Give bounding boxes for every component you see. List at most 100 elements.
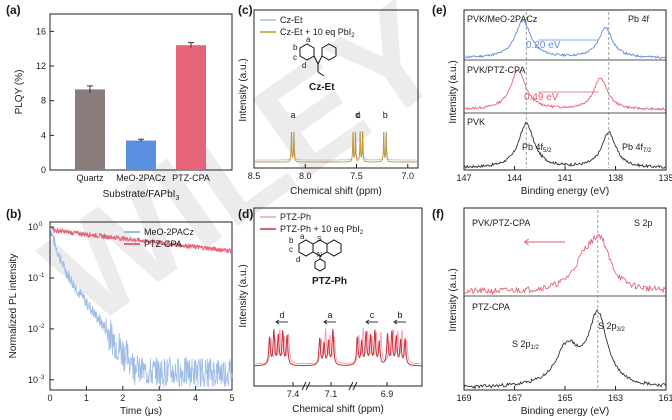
series-line-pvk-ptzcpa (463, 233, 667, 296)
ytick-label-a: 12 (36, 61, 46, 71)
xtick-label-b: 2 (120, 393, 125, 403)
shift-arrowhead-b (393, 319, 398, 325)
ytick-exp-b: 0 (39, 222, 43, 228)
ytick-exp-b: -1 (39, 273, 45, 279)
e-series-label-2: PVK/PTZ-CPA (467, 65, 525, 75)
peak-label-b: b (397, 310, 402, 320)
xtick-label-d: 7.4 (287, 389, 300, 399)
bar-2 (176, 45, 206, 171)
panel-label-e: (e) (432, 3, 447, 17)
e-peak-label-72: Pb 4f7/2 (622, 142, 652, 154)
mol-c-label-c: c (293, 53, 297, 62)
ylabel-d: Intensity (a.u.) (238, 264, 249, 327)
peak-label-c: c (356, 110, 361, 120)
ytick-label-a: 4 (41, 130, 46, 140)
f-peak-label-12: S 2p1/2 (512, 339, 540, 351)
f-title: S 2p (634, 218, 653, 228)
panel-label-f: (f) (432, 207, 444, 221)
xtick-label-b: 1 (84, 393, 89, 403)
f-peak-label-32: S 2p3/2 (598, 321, 626, 333)
panel-label-c: (c) (238, 3, 253, 17)
f-peak-label-12-sub: 1/2 (531, 345, 540, 351)
f-peak-label-32-sub: 3/2 (617, 327, 626, 333)
panel-e: (e) 147 144 141 138 135 PVK/MeO-2PACz Pb 4f … (432, 3, 672, 197)
series-line-czet (254, 131, 418, 161)
xtick-label-e: 147 (456, 173, 471, 183)
ptz-ring-left (298, 239, 314, 257)
legend-c: Cz-Et Cz-Et + 10 eq PbI2 (260, 15, 355, 39)
xlabel-a-main: Substrate/FAPbI (103, 189, 176, 200)
e-shift-label-2: 0.49 eV (524, 92, 559, 103)
ytick-label-b: 10 (28, 222, 38, 232)
mol-c-label-a: a (306, 35, 311, 44)
xtick-label-b: 0 (47, 393, 52, 403)
series-line-ptzph-pbi (254, 329, 422, 367)
series-line-ptzcpa (463, 308, 667, 390)
xtick-label-f: 165 (557, 393, 572, 403)
panel-a: (a) 0 4 8 12 16 Quartz MeO-2PACz PTZ-CPA PLQY … (6, 3, 233, 202)
e-peak-label-52-main: Pb 4f (522, 142, 544, 152)
molecule-ptz-ph (298, 239, 342, 272)
xtick-label-e: 138 (608, 173, 623, 183)
ptz-s-atom: S (317, 236, 322, 243)
xlabel-a: Substrate/FAPbI3 (103, 189, 180, 202)
e-title: Pb 4f (628, 14, 650, 24)
e-series-label-3: PVK (467, 117, 485, 127)
e-shift-label-1: 0.20 eV (526, 40, 561, 51)
series-line-pvk-meo (463, 19, 666, 59)
ytick-label-b: 10 (28, 324, 38, 334)
ytick-label-b: 10 (28, 375, 38, 385)
ytick-label-a: 0 (41, 165, 46, 175)
mol-d-label-c: c (289, 245, 293, 254)
e-series-label-1: PVK/MeO-2PACz (467, 14, 538, 24)
ylabel-a: PLQY (%) (14, 70, 25, 115)
f-peak-label-32-main: S 2p (598, 321, 617, 331)
ytick-label-b: 10 (28, 273, 38, 283)
mol-c-label-d: d (302, 61, 306, 70)
panel-d: (d) 7.4 7.1 6.9 PTZ-Ph PTZ-Ph + 10 eq PbI2… (238, 207, 423, 415)
mol-c-label-b: b (293, 43, 298, 52)
ytick-exp-b: -2 (39, 324, 45, 330)
axis-break-0-a (301, 381, 307, 391)
e-title-text: Pb 4f (628, 14, 650, 24)
axis-break-1-a (348, 381, 354, 391)
e-peak-label-52: Pb 4f5/2 (522, 142, 552, 154)
molecule-name-c: Cz-Et (309, 82, 335, 93)
legend-c-label-pbi: Cz-Et + 10 eq PbI2 (280, 27, 355, 39)
xlabel-c: Chemical shift (ppm) (290, 186, 382, 197)
category-label-0: Quartz (76, 173, 104, 183)
peak-label-b: b (383, 110, 388, 120)
xtick-label-b: 3 (157, 393, 162, 403)
axes-frame-c (253, 9, 419, 169)
series-line-pvk (463, 121, 666, 169)
axes-frame-f (463, 207, 667, 391)
ptz-ring-right (326, 239, 342, 257)
legend-c-label-pbi-sub: 2 (351, 33, 355, 39)
e-peak-label-72-main: Pb 4f (622, 142, 644, 152)
molecule-name-d: PTZ-Ph (312, 276, 347, 287)
f-series-label-1: PVK/PTZ-CPA (472, 218, 530, 228)
ytick-exp-b: -3 (39, 375, 45, 381)
series-line-czet-pbi (254, 131, 418, 163)
series-line-ptzcpa (50, 226, 233, 255)
series-line-meo2pacz (50, 226, 233, 388)
legend-c-label-pbi-main: Cz-Et + 10 eq PbI (280, 27, 351, 37)
legend-d-label-ptzph: PTZ-Ph (280, 212, 311, 222)
ptz-phenyl (314, 258, 326, 272)
peak-label-a: a (290, 110, 295, 120)
legend-c-label-czet: Cz-Et (280, 15, 303, 25)
peak-label-a: a (327, 310, 332, 320)
xtick-label-b: 5 (229, 393, 234, 403)
xtick-label-b: 4 (193, 393, 198, 403)
xtick-label-f: 163 (608, 393, 623, 403)
legend-b-label-ptz: PTZ-CPA (144, 239, 182, 249)
bar-1 (126, 140, 156, 170)
xtick-label-e: 144 (507, 173, 522, 183)
category-label-2: PTZ-CPA (172, 173, 210, 183)
panel-f: (f) 169 167 165 163 161 PVK/PTZ-CPA S 2p PTZ… (432, 207, 672, 417)
peak-label-d: d (355, 110, 360, 120)
panel-c: (c) 8.5 8.0 7.5 7.0 Cz-Et Cz-Et + 10 eq PbI… (238, 3, 419, 197)
f-peak-label-12-main: S 2p (512, 339, 531, 349)
